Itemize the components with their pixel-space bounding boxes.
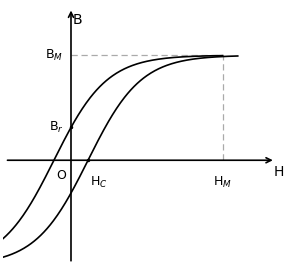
Text: H: H (274, 165, 284, 179)
Text: H$_M$: H$_M$ (213, 175, 232, 190)
Text: H$_C$: H$_C$ (90, 175, 107, 190)
Text: B: B (73, 13, 83, 27)
Text: O: O (56, 169, 67, 181)
Text: B$_M$: B$_M$ (46, 48, 63, 63)
Text: B$_r$: B$_r$ (49, 120, 63, 135)
